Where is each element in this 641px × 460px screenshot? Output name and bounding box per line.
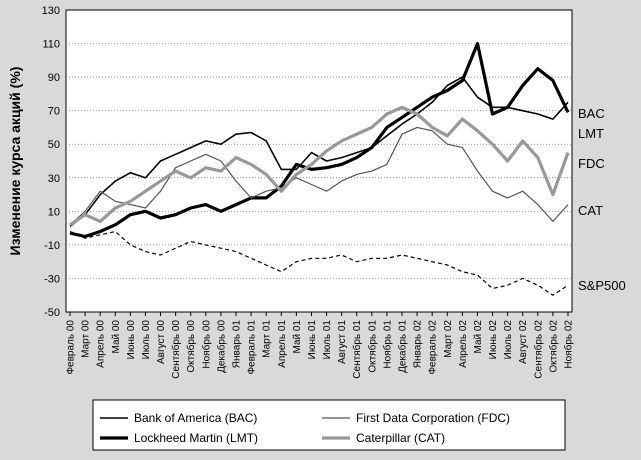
x-tick-label: Декабрь 00 — [215, 320, 227, 373]
series-line — [69, 42, 570, 239]
x-tick-label: Октябрь 01 — [366, 320, 378, 373]
x-tick-label: Сентябрь 00 — [170, 320, 182, 379]
plot-area — [65, 9, 573, 313]
x-axis-ticks: Февраль 00 Март 00 Апрель 00 Май 00 Июнь 00 И… — [66, 312, 575, 379]
x-tick-label: Октябрь 00 — [185, 320, 197, 373]
legend-label: Caterpillar (CAT) — [356, 431, 445, 445]
x-tick-label: Август 01 — [337, 320, 348, 364]
x-tick-label: Апрель 01 — [277, 320, 288, 368]
x-tick-label: Январь 01 — [232, 320, 243, 369]
x-tick-label: Сентябрь 01 — [351, 320, 363, 379]
y-tick-label: 110 — [42, 39, 60, 51]
y-axis-label: Изменение курса акций (%) — [7, 67, 23, 256]
y-tick-label: 70 — [48, 106, 60, 118]
y-axis-ticks: -50 -30 -10 10 30 50 70 90 110 130 — [42, 5, 60, 319]
x-tick-label: Август 02 — [518, 320, 529, 364]
x-tick-label: Ноябрь 02 — [563, 320, 575, 369]
x-tick-label: Июнь 02 — [488, 320, 499, 360]
x-tick-label: Октябрь 02 — [547, 320, 559, 373]
y-tick-label: 10 — [48, 206, 60, 218]
series-line — [69, 105, 570, 227]
series-line — [69, 230, 569, 296]
x-tick-label: Апрель 02 — [458, 320, 469, 368]
x-tick-label: Март 02 — [443, 320, 454, 358]
y-tick-label: 50 — [48, 139, 60, 151]
x-tick-label: Ноябрь 00 — [200, 320, 212, 369]
x-tick-label: Сентябрь 02 — [532, 320, 544, 379]
x-tick-label: Март 00 — [81, 320, 92, 358]
x-tick-label: Май 00 — [111, 320, 122, 354]
x-tick-label: Июль 00 — [141, 320, 152, 360]
series-end-labels: BAC LMT CAT FDC S&P500 — [578, 106, 626, 293]
y-tick-label: -30 — [44, 273, 60, 285]
x-tick-label: Июнь 00 — [126, 320, 137, 360]
y-tick-label: -50 — [44, 307, 60, 319]
y-tick-label: 130 — [42, 5, 60, 17]
x-tick-label: Август 00 — [156, 320, 167, 364]
series-line — [69, 126, 569, 226]
legend-label: Bank of America (BAC) — [134, 411, 257, 425]
legend-label: First Data Corporation (FDC) — [356, 411, 510, 425]
legend: Bank of America (BAC) First Data Corporat… — [92, 399, 566, 451]
y-tick-label: 90 — [48, 72, 60, 84]
series-end-label: LMT — [578, 126, 604, 141]
legend-box — [92, 399, 566, 451]
x-tick-label: Июнь 01 — [307, 320, 318, 360]
x-tick-label: Февраль 02 — [428, 320, 439, 375]
x-tick-label: Июль 01 — [322, 320, 333, 360]
series-end-label: BAC — [578, 106, 605, 121]
series-end-label: S&P500 — [578, 278, 626, 293]
x-tick-label: Июль 02 — [503, 320, 514, 360]
x-tick-label: Декабрь 01 — [397, 320, 409, 373]
series-end-label: FDC — [578, 156, 605, 171]
x-tick-label: Январь 02 — [413, 320, 424, 369]
legend-label: Lockheed Martin (LMT) — [134, 431, 258, 445]
x-tick-label: Февраль 01 — [247, 320, 258, 375]
x-tick-label: Март 01 — [262, 320, 273, 358]
grid — [66, 43, 572, 279]
series-lines — [69, 42, 570, 296]
x-tick-label: Май 02 — [473, 320, 484, 354]
y-tick-label: 30 — [48, 173, 60, 185]
x-tick-label: Май 01 — [292, 320, 303, 354]
x-tick-label: Апрель 00 — [96, 320, 107, 368]
y-tick-label: -10 — [44, 240, 60, 252]
x-tick-label: Февраль 00 — [66, 320, 77, 375]
x-tick-label: Ноябрь 01 — [381, 320, 393, 369]
series-end-label: CAT — [578, 203, 603, 218]
